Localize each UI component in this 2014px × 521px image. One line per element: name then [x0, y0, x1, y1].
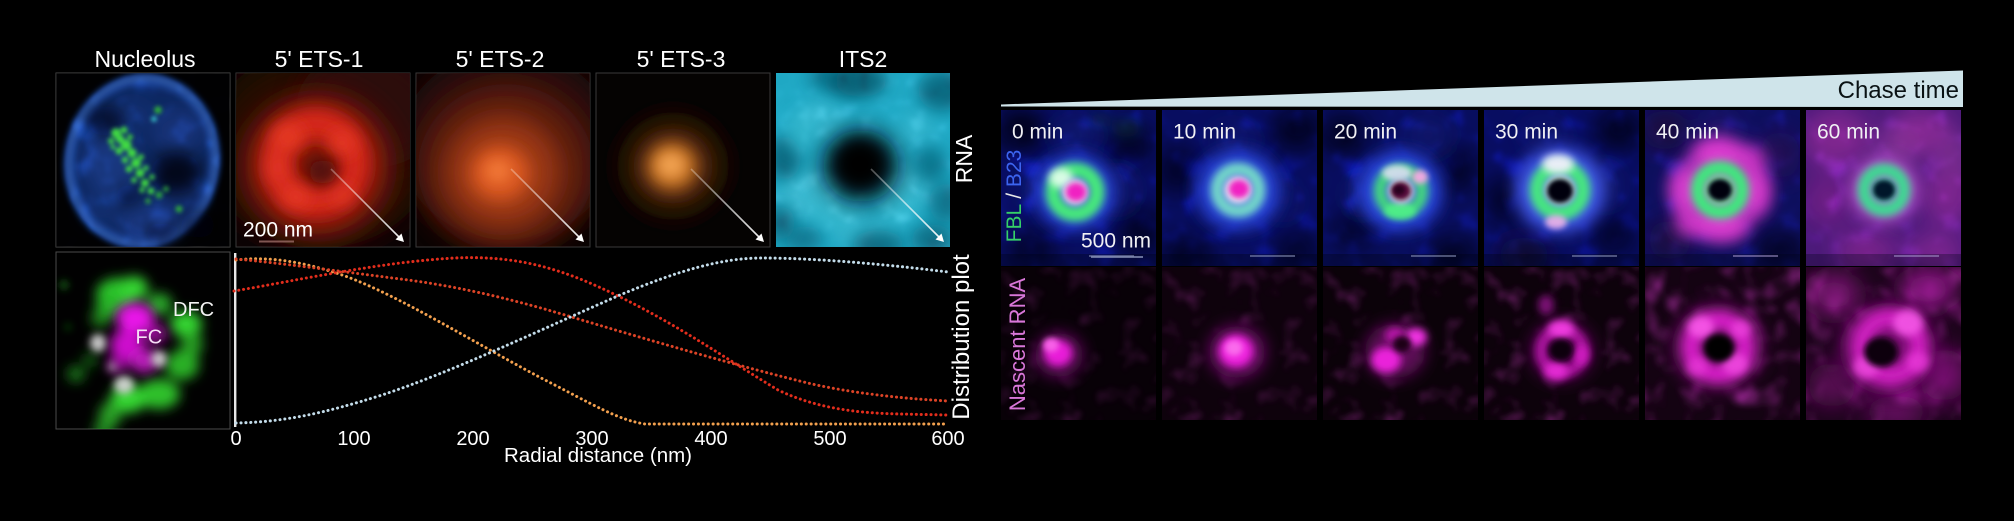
svg-text:Radial distance (nm): Radial distance (nm): [504, 444, 692, 467]
svg-text:Nascent RNA: Nascent RNA: [1005, 278, 1030, 412]
svg-text:300: 300: [575, 428, 608, 450]
svg-text:200 nm: 200 nm: [243, 219, 313, 242]
svg-text:5' ETS-1: 5' ETS-1: [275, 46, 364, 72]
svg-text:5' ETS-3: 5' ETS-3: [637, 46, 726, 72]
svg-text:60 min: 60 min: [1817, 121, 1880, 144]
svg-text:20 min: 20 min: [1334, 121, 1397, 144]
svg-text:Chase time: Chase time: [1838, 77, 1959, 104]
svg-text:RNA: RNA: [951, 134, 977, 183]
svg-text:500 nm: 500 nm: [1081, 230, 1151, 253]
svg-text:5' ETS-2: 5' ETS-2: [456, 46, 545, 72]
svg-text:200: 200: [456, 428, 489, 450]
svg-text:FC: FC: [136, 327, 163, 349]
svg-text:600: 600: [931, 428, 964, 450]
svg-text:Distribution plot: Distribution plot: [948, 254, 975, 420]
svg-text:0: 0: [230, 428, 241, 450]
svg-text:FBL / B23: FBL / B23: [1003, 150, 1026, 243]
svg-text:400: 400: [694, 428, 727, 450]
svg-text:DFC: DFC: [173, 299, 214, 321]
svg-text:Nucleolus: Nucleolus: [95, 46, 196, 72]
svg-text:40 min: 40 min: [1656, 121, 1719, 144]
svg-text:30 min: 30 min: [1495, 121, 1558, 144]
svg-text:0 min: 0 min: [1012, 121, 1063, 144]
svg-text:ITS2: ITS2: [839, 46, 888, 72]
svg-text:10 min: 10 min: [1173, 121, 1236, 144]
svg-text:500: 500: [813, 428, 846, 450]
svg-text:100: 100: [337, 428, 370, 450]
